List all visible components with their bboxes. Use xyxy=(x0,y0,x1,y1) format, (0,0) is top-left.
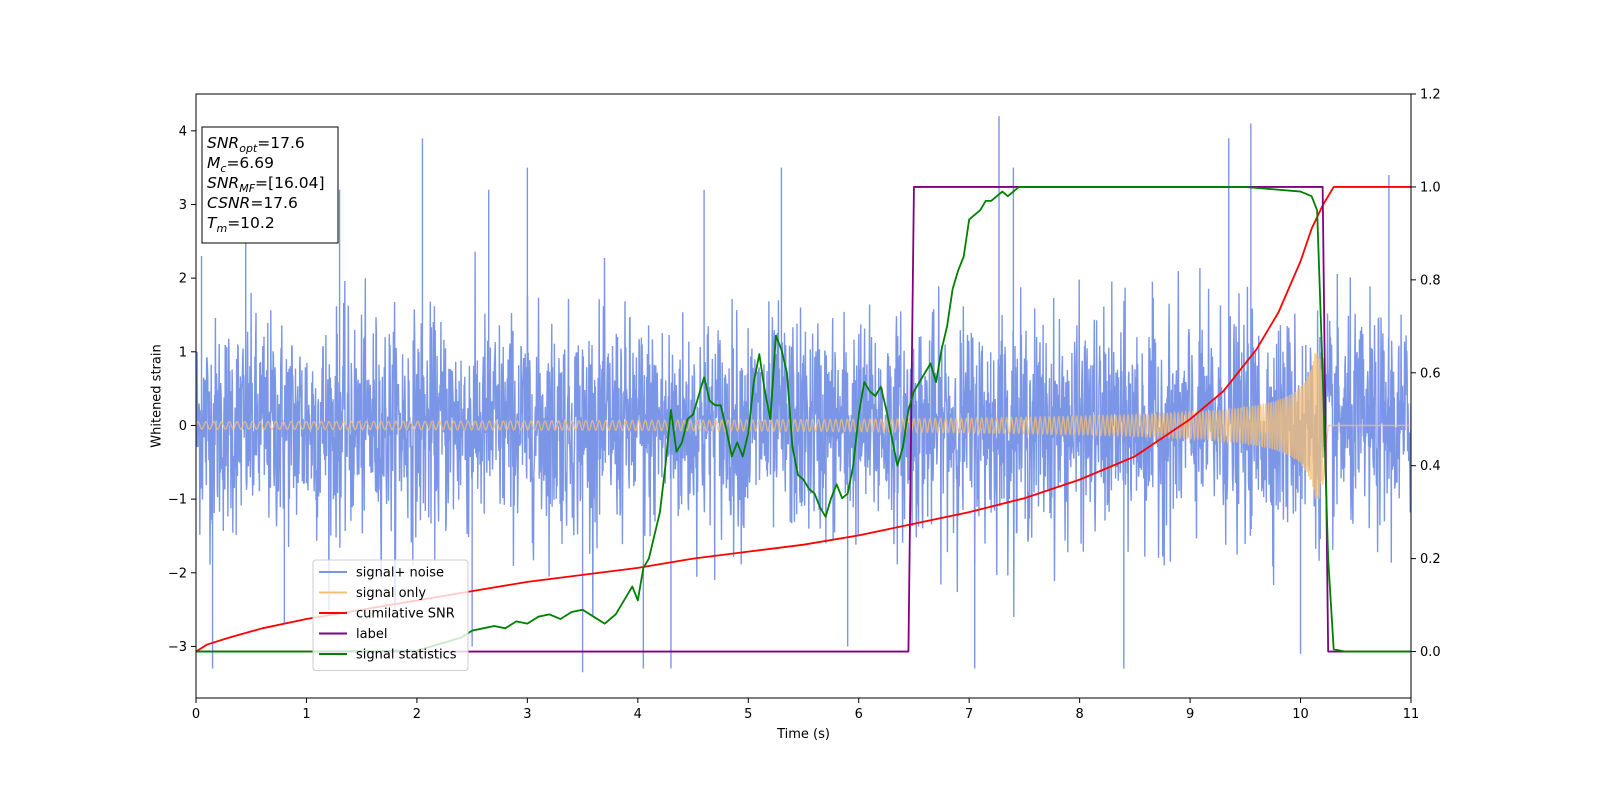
series-signal-statistics xyxy=(196,186,1411,653)
x-tick-label: 10 xyxy=(1292,707,1309,722)
y-axis-label: Whitened strain xyxy=(150,344,165,447)
x-tick-label: 9 xyxy=(1186,707,1194,722)
legend-label: signal+ noise xyxy=(356,566,444,581)
x-tick-label: 2 xyxy=(413,707,421,722)
x-tick-label: 3 xyxy=(523,707,531,722)
axes: 0 1 2 3 4 5 6 7 8 9 10 11 −3 −2 −1 0 1 2 3 4 0.0 0.2 0.4 0.6 0.8… xyxy=(168,88,1441,723)
x-tick-label: 1 xyxy=(302,707,310,722)
y-right-tick-label: 0.2 xyxy=(1420,552,1441,567)
x-tick-label: 7 xyxy=(965,707,973,722)
y-right-tick-label: 1.2 xyxy=(1420,88,1441,103)
x-tick-label: 4 xyxy=(634,707,642,722)
info-box-line: Tm=10.2 xyxy=(207,214,275,235)
plot-frame xyxy=(195,93,1412,699)
series-signal-only xyxy=(196,352,1411,500)
series-signal-noise xyxy=(196,251,1411,618)
legend: signal+ noise signal only cumilative SNR la… xyxy=(312,559,469,671)
y-right-tick-label: 1.0 xyxy=(1420,180,1441,195)
x-tick-label: 11 xyxy=(1403,707,1420,722)
x-tick-label: 6 xyxy=(855,707,863,722)
x-tick-label: 8 xyxy=(1075,707,1083,722)
info-box-line: CSNR=17.6 xyxy=(207,194,298,212)
y-left-tick-label: 1 xyxy=(179,345,187,360)
x-tick-label: 5 xyxy=(744,707,752,722)
x-tick-label: 0 xyxy=(192,707,200,722)
legend-label: signal only xyxy=(356,586,426,601)
y-right-tick-label: 0.4 xyxy=(1420,459,1441,474)
y-left-tick-label: 0 xyxy=(179,419,187,434)
info-box-frame xyxy=(201,126,339,244)
y-right-tick-label: 0.8 xyxy=(1420,273,1441,288)
x-axis-label: Time (s) xyxy=(776,727,830,742)
legend-label: label xyxy=(356,627,387,642)
y-right-tick-label: 0.6 xyxy=(1420,366,1441,381)
info-box: SNRopt=17.6Mc=6.69SNRMF=[16.04]CSNR=17.6… xyxy=(201,126,339,244)
legend-frame xyxy=(312,559,469,671)
info-box-line: SNRMF=[16.04] xyxy=(207,174,325,195)
info-box-line: SNRopt=17.6 xyxy=(207,134,305,155)
y-left-tick-label: 4 xyxy=(179,124,187,139)
legend-label: cumilative SNR xyxy=(356,607,455,622)
y-left-tick-label: 3 xyxy=(179,198,187,213)
y-right-tick-label: 0.0 xyxy=(1420,645,1441,660)
y-left-tick-label: −2 xyxy=(168,566,187,581)
info-box-line: Mc=6.69 xyxy=(207,154,274,175)
plot-area xyxy=(196,116,1411,673)
y-left-tick-label: −3 xyxy=(168,640,187,655)
y-left-tick-label: 2 xyxy=(179,272,187,287)
legend-label: signal statistics xyxy=(356,648,457,663)
y-left-tick-label: −1 xyxy=(168,493,187,508)
